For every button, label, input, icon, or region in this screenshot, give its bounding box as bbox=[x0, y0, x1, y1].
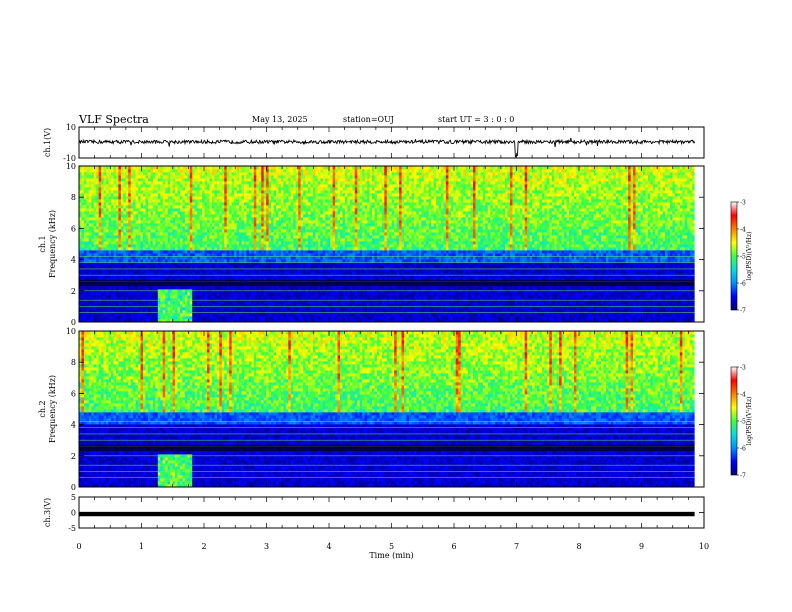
ch1-waveform-ylabel: ch.1(V) bbox=[43, 128, 52, 157]
y-tick-label: 0 bbox=[71, 318, 76, 327]
x-tick-label: 8 bbox=[576, 542, 581, 551]
colorbar-tick-label: -3 bbox=[740, 200, 746, 207]
y-tick-label: 8 bbox=[71, 193, 76, 202]
x-tick-label: 0 bbox=[76, 542, 81, 551]
no-data-area bbox=[695, 166, 704, 322]
colorbar-label: log(PSD)(V²/Hz) bbox=[746, 232, 753, 281]
ch3-trace bbox=[79, 512, 695, 516]
colorbar-label: log(PSD)(V²/Hz) bbox=[746, 397, 753, 446]
x-tick-label: 1 bbox=[139, 542, 144, 551]
y-tick-label: 0 bbox=[71, 483, 76, 492]
colorbar-tick-label: -6 bbox=[740, 446, 746, 453]
x-tick-label: 4 bbox=[326, 542, 331, 551]
no-data-area bbox=[695, 331, 704, 487]
x-tick-label: 3 bbox=[264, 542, 269, 551]
colorbar-tick-label: -6 bbox=[740, 281, 746, 288]
ch1-spectrogram-ylabel: ch.1 bbox=[38, 235, 47, 252]
x-tick-label: 9 bbox=[639, 542, 644, 551]
ch1-spectrogram-colorbar bbox=[731, 202, 737, 310]
colorbar-tick-label: -7 bbox=[740, 473, 746, 480]
x-tick-label: 6 bbox=[451, 542, 456, 551]
y-tick-label: 2 bbox=[71, 452, 76, 461]
y-tick-label: 8 bbox=[71, 358, 76, 367]
noise-band bbox=[79, 445, 695, 451]
x-tick-label: 2 bbox=[201, 542, 206, 551]
y-tick-label: 2 bbox=[71, 287, 76, 296]
ch1-spectrogram-heatmap bbox=[79, 166, 704, 322]
y-tick-label: 10 bbox=[66, 123, 76, 132]
ch2-spectrogram-ylabel: ch.2 bbox=[38, 400, 47, 417]
colorbar-tick-label: -3 bbox=[740, 365, 746, 372]
y-tick-label: 0 bbox=[71, 509, 76, 518]
x-tick-label: 10 bbox=[699, 542, 709, 551]
y-tick-label: 10 bbox=[66, 162, 76, 171]
y-tick-label: 10 bbox=[66, 327, 76, 336]
ch2-spectrogram-colorbar bbox=[731, 367, 737, 475]
x-axis-label: Time (min) bbox=[369, 551, 413, 560]
ch3-waveform-ylabel: ch.3(V) bbox=[43, 498, 52, 527]
noise-band bbox=[79, 280, 695, 286]
ch1-spectrogram-ylabel: Frequency (kHz) bbox=[48, 210, 57, 278]
ch2-spectrogram-heatmap bbox=[79, 331, 704, 487]
y-tick-label: 6 bbox=[71, 224, 76, 233]
y-tick-label: 5 bbox=[71, 493, 76, 502]
x-tick-label: 5 bbox=[389, 542, 394, 551]
y-tick-label: 4 bbox=[71, 256, 76, 265]
ch2-spectrogram-ylabel: Frequency (kHz) bbox=[48, 375, 57, 443]
y-tick-label: 4 bbox=[71, 421, 76, 430]
y-tick-label: 6 bbox=[71, 389, 76, 398]
y-tick-label: -5 bbox=[68, 524, 76, 533]
x-tick-label: 7 bbox=[514, 542, 519, 551]
colorbar-tick-label: -7 bbox=[740, 308, 746, 315]
